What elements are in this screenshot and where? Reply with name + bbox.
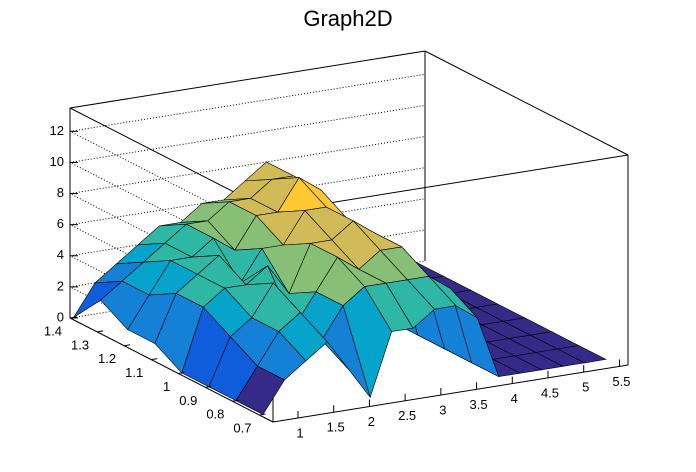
z-tick-label: 12 — [50, 123, 64, 138]
y-tick-label: 1 — [163, 379, 170, 394]
y-tick — [259, 413, 266, 416]
chart-title: Graph2D — [303, 6, 392, 31]
box-edge — [69, 317, 274, 423]
z-tick-label: 2 — [57, 278, 64, 293]
grid-line — [69, 161, 274, 267]
y-tick — [69, 316, 77, 319]
box-edge — [69, 50, 426, 109]
surface-cell — [235, 365, 285, 415]
x-tick-label: 2 — [368, 414, 375, 429]
z-tick-label: 8 — [57, 185, 64, 200]
y-tick-label: 0.9 — [179, 393, 197, 408]
y-tick-label: 1.3 — [71, 337, 89, 352]
z-tick-label: 0 — [57, 309, 64, 324]
grid-line — [69, 104, 426, 163]
box-edge — [272, 364, 629, 423]
x-tick-label: 3.5 — [470, 397, 488, 412]
y-tick-label: 1.1 — [125, 365, 143, 380]
y-tick — [205, 385, 212, 388]
x-tick-label: 3 — [439, 402, 446, 417]
y-tick-label: 0.8 — [206, 407, 224, 422]
x-tick-label: 5.5 — [612, 374, 630, 389]
x-tick-label: 1.5 — [327, 420, 345, 435]
box-edge — [424, 50, 629, 156]
y-tick — [96, 330, 104, 333]
x-tick-label: 4.5 — [541, 385, 559, 400]
z-tick-label: 4 — [57, 247, 64, 262]
x-tick-label: 2.5 — [398, 408, 416, 423]
grid-line — [69, 130, 274, 236]
x-tick-label: 4 — [511, 391, 518, 406]
x-tick-label: 5 — [582, 380, 589, 395]
y-tick — [124, 344, 131, 347]
z-tick-label: 10 — [50, 154, 64, 169]
y-tick — [151, 358, 158, 361]
x-tick-label: 1 — [296, 425, 303, 440]
y-tick — [232, 399, 239, 402]
y-tick-label: 1.4 — [44, 323, 62, 338]
y-tick-label: 1.2 — [98, 351, 116, 366]
grid-line — [69, 73, 426, 132]
z-tick-label: 6 — [57, 216, 64, 231]
y-tick-label: 0.7 — [233, 421, 251, 436]
y-tick — [178, 371, 185, 374]
